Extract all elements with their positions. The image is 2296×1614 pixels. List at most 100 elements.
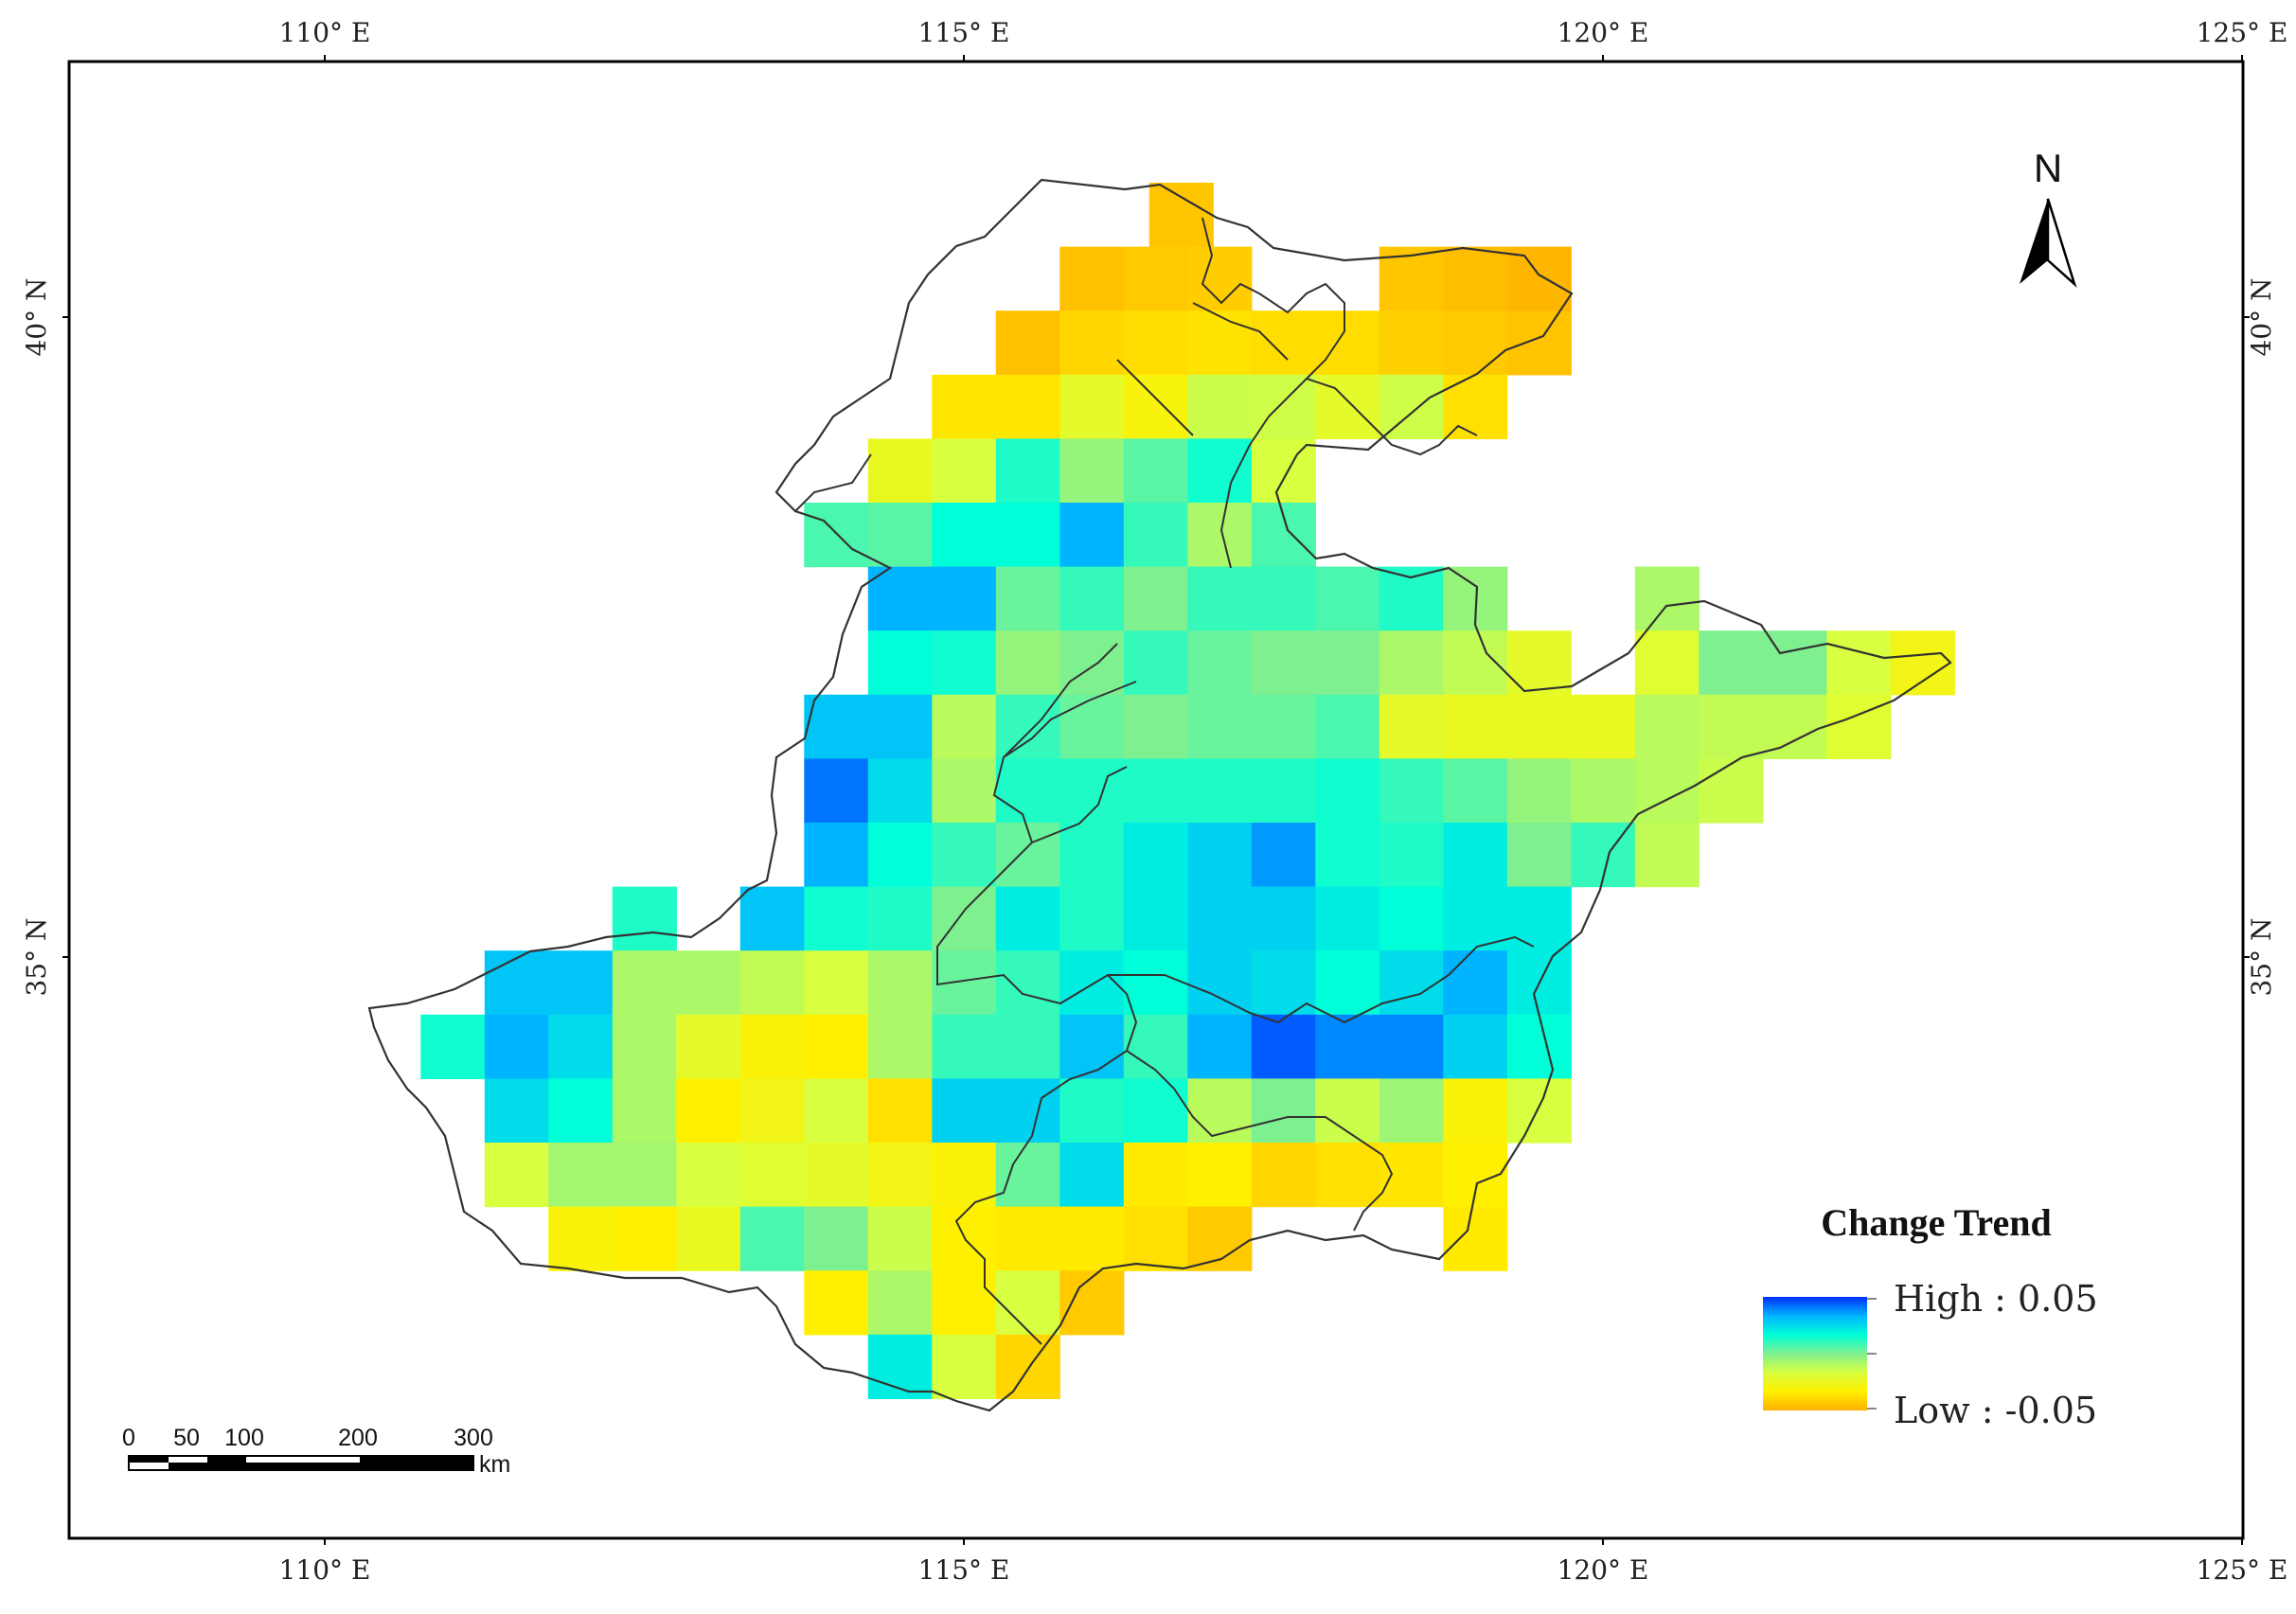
grid-cells (420, 183, 1955, 1399)
grid-cell (1506, 1014, 1572, 1079)
scale-label-300: 300 (454, 1425, 493, 1451)
grid-cell (1506, 630, 1572, 696)
legend-title: Change Trend (1821, 1201, 2051, 1244)
grid-cell (484, 1143, 549, 1208)
grid-cell (1315, 566, 1380, 631)
grid-cell (1123, 438, 1188, 504)
grid-cell (548, 950, 614, 1016)
grid-cell (1123, 1206, 1188, 1271)
grid-cell (548, 1206, 614, 1271)
grid-cell (739, 1014, 805, 1079)
grid-cell (1634, 694, 1700, 759)
grid-cell (932, 503, 997, 568)
north-label: N (2034, 146, 2062, 190)
legend-high-label: High : 0.05 (1894, 1278, 2098, 1320)
grid-cell (932, 823, 997, 888)
grid-cell (1379, 630, 1444, 696)
grid-cell (995, 438, 1060, 504)
grid-cell (612, 1014, 677, 1079)
grid-cell (1506, 310, 1572, 376)
grid-cell (1443, 758, 1508, 824)
scale-unit: km (479, 1451, 510, 1478)
grid-cell (1187, 758, 1253, 824)
grid-cell (867, 1206, 933, 1271)
grid-cell (1187, 1206, 1253, 1271)
grid-cell (1315, 310, 1380, 376)
bottom-lon-tick-110: 110° E (279, 1554, 371, 1586)
grid-cell (1251, 438, 1316, 504)
grid-cell (676, 1078, 741, 1144)
grid-cell (1762, 630, 1827, 696)
internal-boundaries (794, 217, 1535, 1345)
grid-cell (932, 1078, 997, 1144)
grid-cell (1251, 630, 1316, 696)
grid-cell (867, 694, 933, 759)
grid-cell (867, 950, 933, 1016)
grid-cell (995, 1143, 1060, 1208)
grid-cell (995, 630, 1060, 696)
grid-cell (612, 1143, 677, 1208)
grid-cell (1379, 374, 1444, 439)
north-arrow-icon (2020, 199, 2048, 284)
grid-cell (739, 1206, 805, 1271)
grid-cell (932, 1334, 997, 1399)
grid-cell (1506, 694, 1572, 759)
grid-cell (1059, 503, 1125, 568)
grid-cell (548, 1078, 614, 1144)
grid-cell (548, 1143, 614, 1208)
grid-cell (1506, 758, 1572, 824)
grid-cell (804, 758, 869, 824)
grid-cell (1059, 1206, 1125, 1271)
grid-cell (995, 1206, 1060, 1271)
grid-cell (1123, 694, 1188, 759)
bottom-lon-tick-125: 125° E (2197, 1554, 2288, 1586)
grid-cell (867, 758, 933, 824)
legend: Change Trend High : 0.05 Low : -0.05 (1763, 1201, 2098, 1431)
grid-cell (1443, 1014, 1508, 1079)
grid-cell (804, 950, 869, 1016)
frame-ticks (62, 55, 2250, 1545)
grid-cell (1379, 310, 1444, 376)
scale-label-200: 200 (338, 1425, 378, 1451)
grid-cell (1187, 310, 1253, 376)
grid-cell (1187, 503, 1253, 568)
grid-cell (1187, 1014, 1253, 1079)
grid-cell (1315, 886, 1380, 951)
grid-cell (1187, 694, 1253, 759)
grid-cell (484, 950, 549, 1016)
grid-cell (1187, 1143, 1253, 1208)
grid-cell (867, 1270, 933, 1336)
grid-cell (484, 1014, 549, 1079)
grid-cell (804, 1143, 869, 1208)
grid-cell (995, 694, 1060, 759)
grid-cell (1443, 374, 1508, 439)
grid-cell (1506, 886, 1572, 951)
grid-cell (420, 1014, 486, 1079)
grid-cell (1123, 630, 1188, 696)
grid-cell (1251, 310, 1316, 376)
grid-cell (1059, 1143, 1125, 1208)
grid-cell (1123, 566, 1188, 631)
legend-colorbar (1763, 1297, 1867, 1410)
grid-cell (1123, 950, 1188, 1016)
grid-cell (867, 1078, 933, 1144)
grid-cell (1251, 1078, 1316, 1144)
grid-cell (1699, 630, 1764, 696)
grid-cell (1187, 1078, 1253, 1144)
grid-cell (1251, 950, 1316, 1016)
grid-cell (1123, 758, 1188, 824)
grid-cell (1315, 1143, 1380, 1208)
grid-cell (1315, 823, 1380, 888)
grid-cell (932, 566, 997, 631)
grid-cell (867, 438, 933, 504)
grid-cell (1315, 1014, 1380, 1079)
grid-cell (1443, 1078, 1508, 1144)
grid-cell (995, 566, 1060, 631)
grid-cell (612, 886, 677, 951)
grid-cell (1571, 694, 1636, 759)
grid-cell (995, 1014, 1060, 1079)
grid-cell (867, 886, 933, 951)
grid-cell (1379, 1078, 1444, 1144)
scale-bar: 0 50 100 200 300 km (122, 1425, 510, 1478)
province-boundary (367, 178, 1952, 1412)
